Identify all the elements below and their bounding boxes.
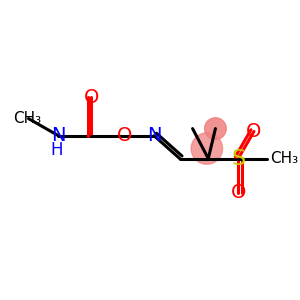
Circle shape — [191, 133, 223, 164]
Circle shape — [205, 118, 226, 140]
Text: CH₃: CH₃ — [270, 151, 298, 166]
Text: O: O — [116, 126, 132, 145]
Text: N: N — [147, 126, 161, 145]
Text: O: O — [246, 122, 262, 141]
Text: H: H — [51, 141, 63, 159]
Text: O: O — [84, 88, 99, 107]
Text: N: N — [51, 126, 66, 145]
Text: S: S — [231, 148, 245, 169]
Text: O: O — [231, 183, 246, 202]
Text: CH₃: CH₃ — [13, 111, 41, 126]
